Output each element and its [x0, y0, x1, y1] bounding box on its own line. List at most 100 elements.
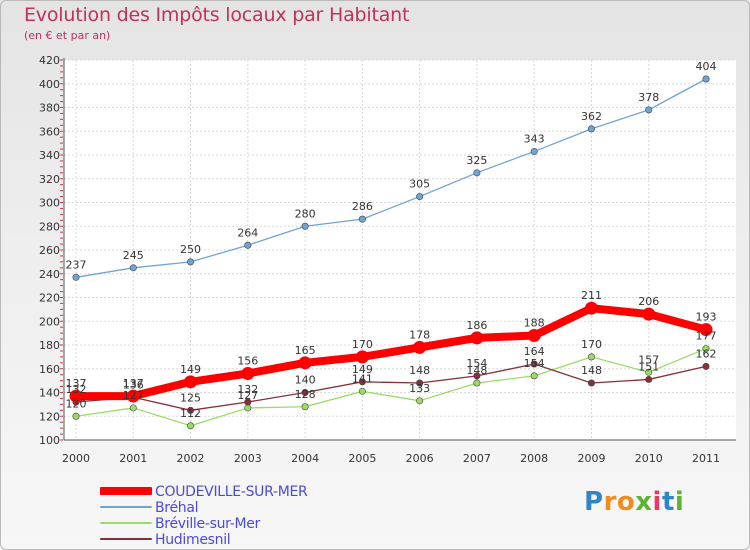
data-label: 206 [638, 295, 659, 308]
chart-subtitle: (en € et par an) [24, 29, 111, 42]
y-tick-label: 360 [39, 125, 60, 138]
data-label: 133 [409, 382, 430, 395]
data-point [416, 379, 424, 387]
y-tick-label: 120 [39, 410, 60, 423]
series-line [72, 304, 710, 401]
data-point [416, 397, 424, 405]
data-point [702, 75, 710, 83]
proxiti-logo: Proxiti [584, 487, 684, 517]
y-tick-label: 180 [39, 339, 60, 352]
x-tick-label: 2009 [577, 452, 605, 465]
data-point [355, 350, 369, 364]
y-tick-label: 380 [39, 102, 60, 115]
x-tick-label: 2007 [463, 452, 491, 465]
data-label: 157 [638, 353, 659, 366]
data-point [587, 379, 595, 387]
data-label: 170 [581, 338, 602, 351]
legend-swatch-coudeville [100, 487, 152, 495]
series-line [75, 347, 707, 427]
legend-swatch-brehal [100, 506, 152, 508]
y-tick-label: 100 [39, 434, 60, 447]
data-label: 148 [409, 364, 430, 377]
data-point [126, 389, 140, 403]
data-label: 186 [466, 319, 487, 332]
y-tick-label: 300 [39, 197, 60, 210]
x-tick-label: 2001 [119, 452, 147, 465]
data-label: 156 [237, 355, 258, 368]
data-point [69, 389, 83, 403]
x-tick-label: 2008 [520, 452, 548, 465]
data-point [473, 379, 481, 387]
data-point [244, 241, 252, 249]
data-point [584, 301, 598, 315]
legend-label-coudeville: COUDEVILLE-SUR-MER [155, 484, 308, 500]
logo-letter: i [652, 487, 662, 517]
logo-letter: r [603, 487, 617, 517]
data-label: 177 [696, 330, 717, 343]
y-tick-label: 340 [39, 149, 60, 162]
data-label: 170 [352, 338, 373, 351]
data-label: 188 [524, 317, 545, 330]
data-label: 245 [123, 249, 144, 262]
data-label: 193 [696, 311, 717, 324]
data-label: 137 [66, 377, 87, 390]
x-tick-label: 2000 [62, 452, 90, 465]
data-label: 125 [180, 391, 201, 404]
data-point [416, 193, 424, 201]
x-tick-label: 2011 [692, 452, 720, 465]
data-point [244, 404, 252, 412]
logo-letter: P [584, 487, 604, 517]
data-label: 151 [638, 360, 659, 373]
data-point [530, 360, 538, 368]
y-tick-label: 280 [39, 220, 60, 233]
legend-label-brehal: Bréhal [155, 500, 199, 516]
y-tick-label: 320 [39, 173, 60, 186]
data-point [187, 422, 195, 430]
data-label: 164 [524, 345, 545, 358]
data-point [72, 412, 80, 420]
data-label: 404 [696, 60, 717, 73]
data-label: 132 [66, 383, 87, 396]
data-point [129, 404, 137, 412]
data-point [301, 222, 309, 230]
x-tick-label: 2002 [177, 452, 205, 465]
data-point [587, 125, 595, 133]
data-point [72, 273, 80, 281]
logo-letter: x [635, 487, 653, 517]
data-label: 325 [466, 154, 487, 167]
data-point [187, 258, 195, 266]
data-point [184, 375, 198, 389]
y-tick-label: 400 [39, 78, 60, 91]
y-tick-label: 240 [39, 268, 60, 281]
data-point [530, 372, 538, 380]
data-point [527, 329, 541, 342]
data-label: 120 [66, 397, 87, 410]
data-label: 162 [696, 347, 717, 360]
data-point [645, 375, 653, 383]
y-tick-label: 200 [39, 315, 60, 328]
logo-letter: i [674, 487, 685, 517]
y-tick-label: 220 [39, 292, 60, 305]
data-label: 154 [524, 357, 545, 370]
data-point [473, 169, 481, 177]
data-point [301, 403, 309, 411]
logo-letter: t [661, 487, 675, 517]
data-label: 149 [180, 363, 201, 376]
data-label: 280 [295, 207, 316, 220]
data-label: 140 [295, 374, 316, 387]
data-label: 362 [581, 110, 602, 123]
data-label: 165 [295, 344, 316, 357]
data-point [587, 353, 595, 361]
data-point [301, 388, 309, 396]
data-label: 264 [237, 226, 258, 239]
data-label: 127 [237, 389, 258, 402]
data-label: 250 [180, 243, 201, 256]
data-label: 112 [180, 407, 201, 420]
data-label: 149 [352, 363, 373, 376]
data-label: 378 [638, 91, 659, 104]
data-label: 128 [295, 388, 316, 401]
data-label: 305 [409, 178, 430, 191]
x-tick-label: 2003 [234, 452, 262, 465]
y-tick-label: 160 [39, 363, 60, 376]
